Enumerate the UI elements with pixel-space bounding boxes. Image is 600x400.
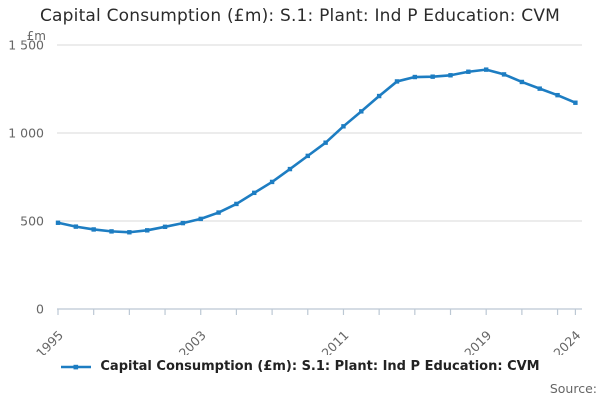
y-tick-label: 1 000	[8, 126, 44, 141]
source-note: Source:	[549, 381, 597, 396]
x-tick-label: 1995	[33, 328, 66, 355]
data-point-marker	[537, 86, 542, 91]
y-tick-label: 0	[36, 302, 44, 317]
x-tick-label: 2011	[318, 328, 351, 355]
data-point-marker	[519, 79, 525, 85]
y-axis-unit-label: £m	[26, 29, 46, 43]
y-tick-label: 1 500	[8, 38, 44, 53]
line-chart-plot-area: 0 500 1 000 1 500 1995 2003 2011 2019 2024	[8, 38, 583, 356]
data-point-marker	[287, 166, 293, 172]
data-point-marker	[109, 229, 114, 234]
data-point-marker	[162, 224, 168, 230]
y-tick-label: 500	[20, 214, 44, 229]
data-point-marker	[341, 124, 346, 129]
series-line	[56, 68, 577, 234]
data-point-marker	[394, 79, 400, 84]
data-point-marker	[323, 140, 328, 145]
chart-title: Capital Consumption (£m): S.1: Plant: In…	[39, 6, 561, 26]
data-point-marker	[91, 227, 96, 232]
x-tick-label: 2024	[550, 327, 583, 355]
data-point-marker	[234, 201, 239, 207]
data-point-marker	[55, 220, 61, 225]
data-point-marker	[180, 220, 186, 226]
data-point-marker	[145, 228, 150, 233]
legend: Capital Consumption (£m): S.1: Plant: In…	[0, 359, 600, 374]
data-point-marker	[573, 100, 578, 105]
data-point-marker	[198, 216, 203, 222]
data-point-marker	[483, 67, 489, 72]
legend-series-icon	[61, 364, 92, 369]
legend-series-label: Capital Consumption (£m): S.1: Plant: In…	[100, 359, 540, 374]
data-point-marker	[359, 109, 364, 114]
data-point-marker	[448, 73, 453, 78]
data-point-marker	[430, 74, 435, 79]
x-tick-label: 2003	[176, 328, 209, 355]
data-point-marker	[127, 230, 132, 235]
x-tick-label: 2019	[461, 327, 494, 355]
data-point-marker	[412, 74, 418, 80]
data-point-marker	[555, 92, 560, 98]
data-point-marker	[466, 69, 471, 74]
data-point-marker	[252, 190, 257, 196]
data-point-marker	[269, 179, 275, 185]
data-point-marker	[376, 93, 382, 99]
data-point-marker	[73, 224, 79, 229]
data-point-marker	[305, 153, 310, 159]
data-point-marker	[501, 72, 507, 77]
data-point-marker	[216, 210, 221, 215]
